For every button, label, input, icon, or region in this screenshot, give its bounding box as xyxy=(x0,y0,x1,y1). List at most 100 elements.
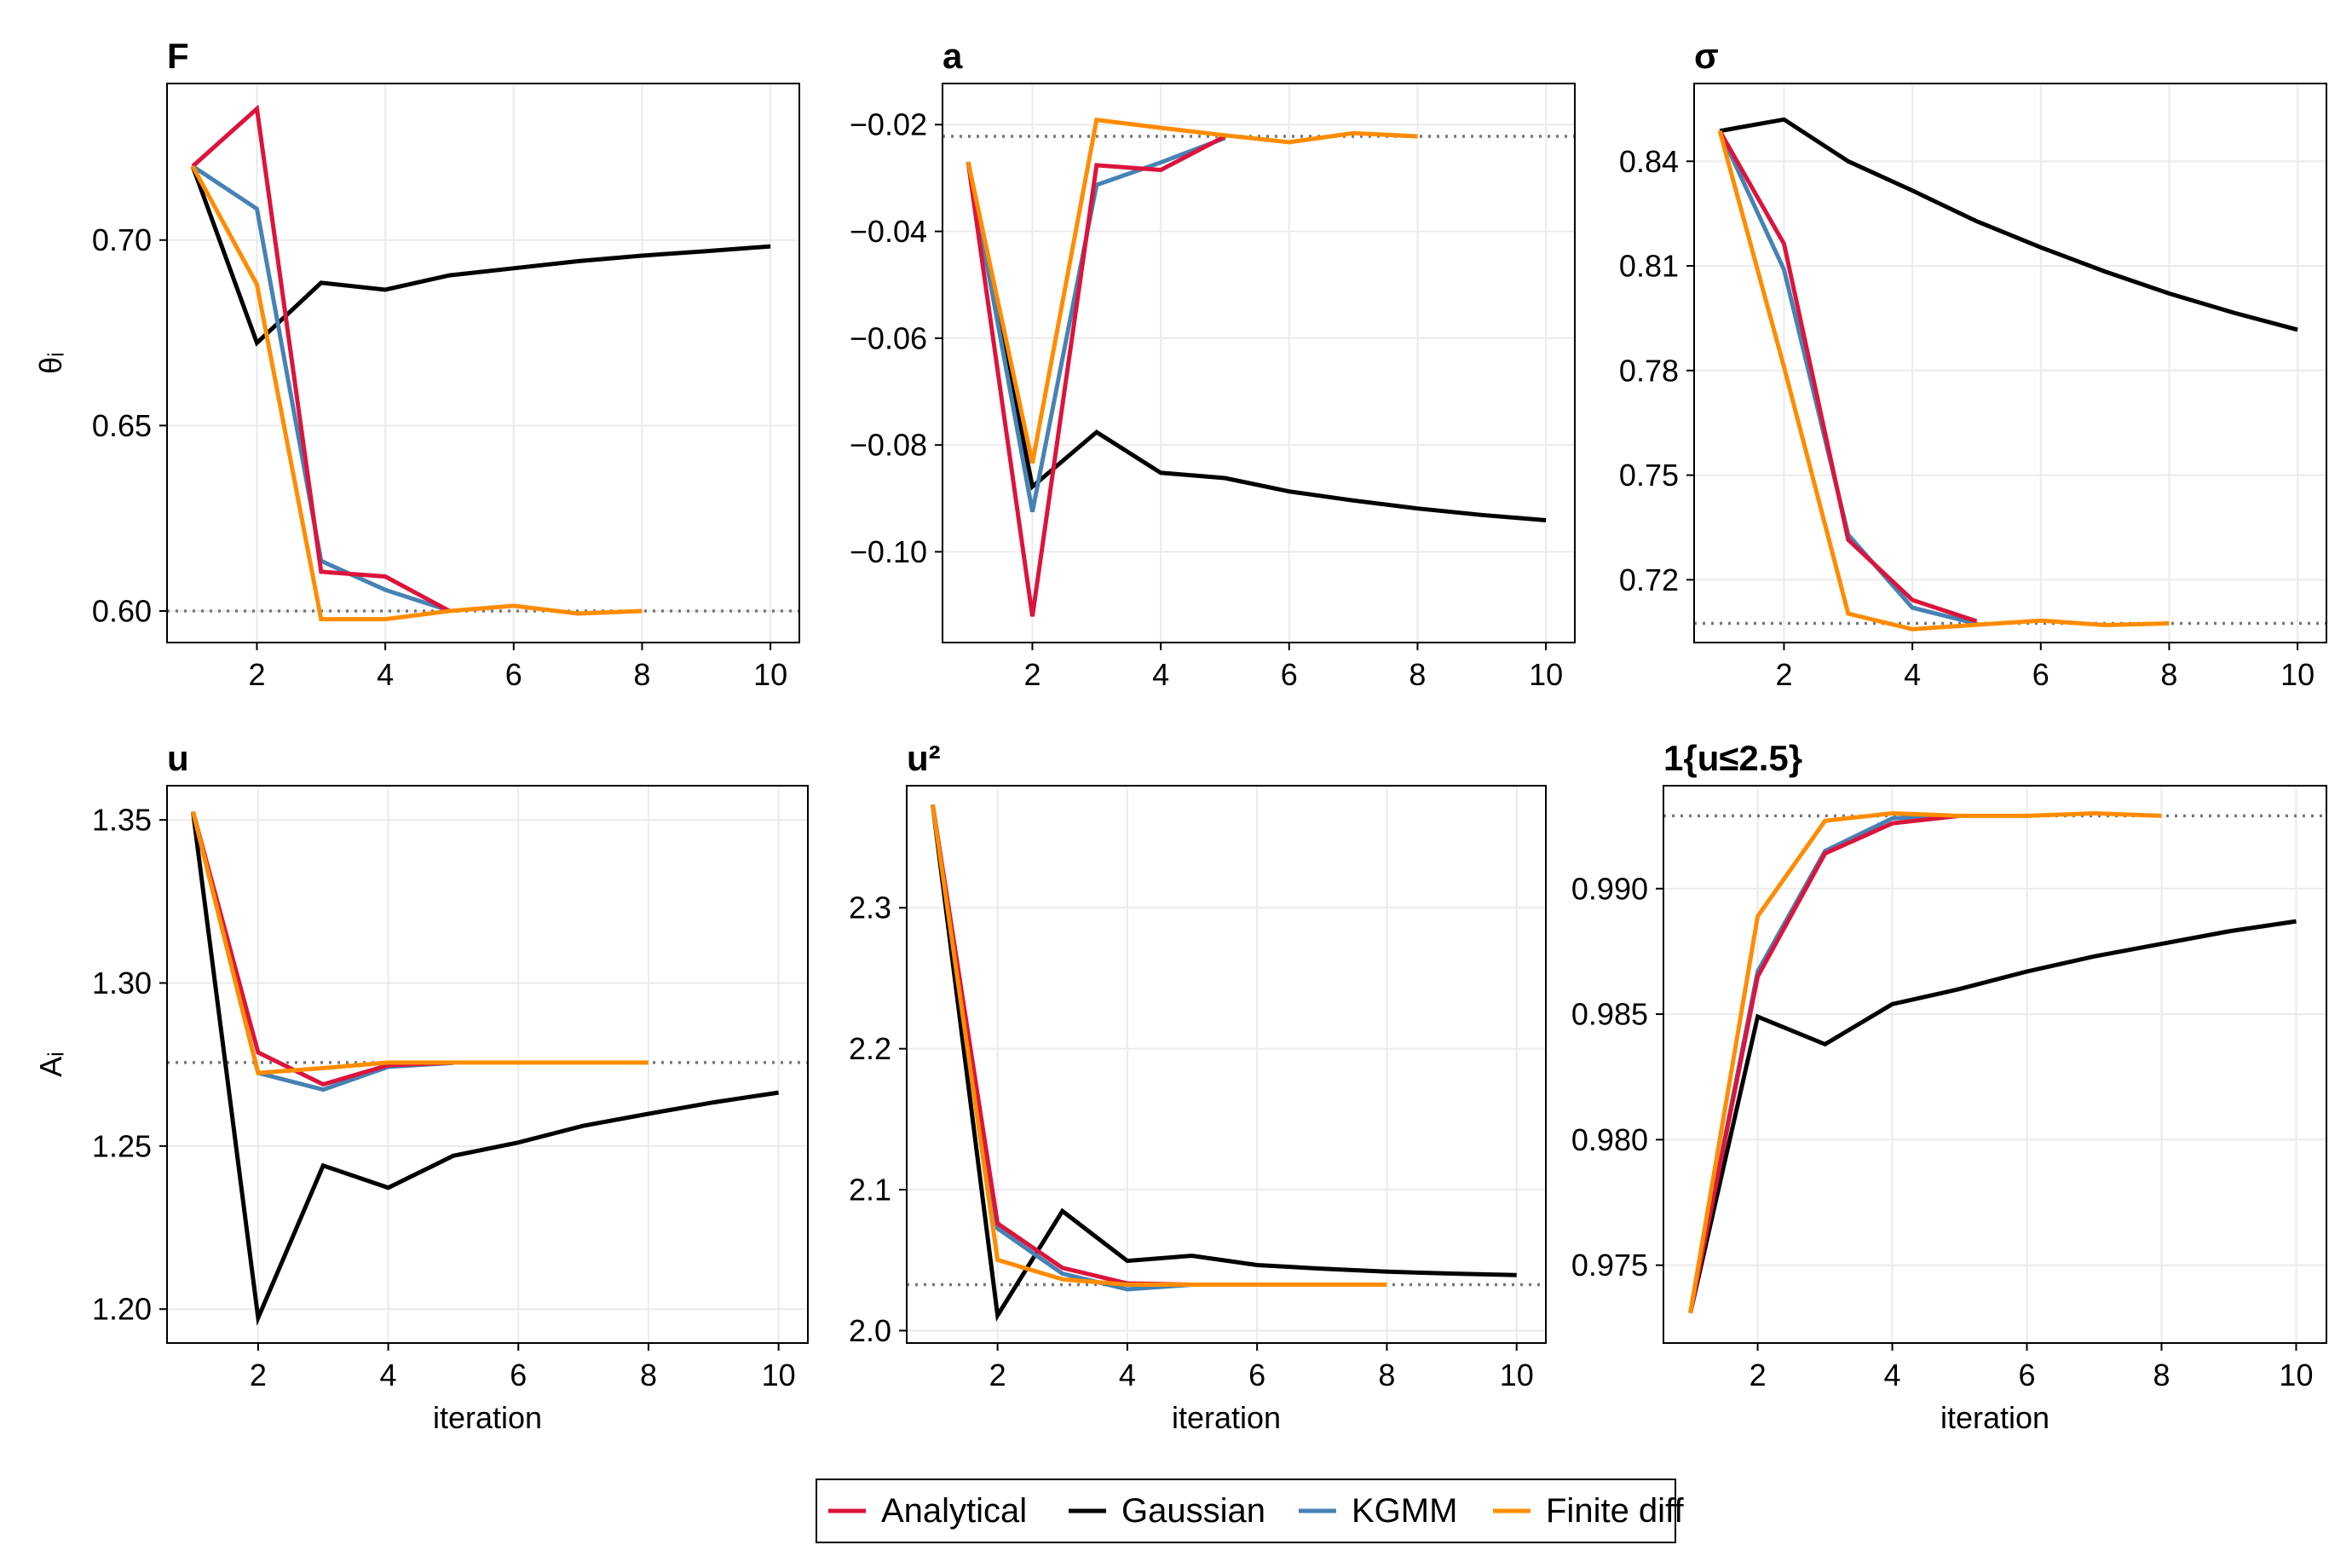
panel-2: 2 4 6 8 10 −0.10 −0.08 −0.06 −0.04 −0.02 a xyxy=(850,36,1576,692)
panel-2-ytick-label-0: −0.10 xyxy=(850,534,927,569)
panel-4-ytick-label-2: 1.30 xyxy=(92,966,152,1000)
panel-4-series-analytical xyxy=(191,810,454,1087)
panel-6-frame xyxy=(1663,785,2327,1344)
panel-5-ytick-label-1: 2.1 xyxy=(849,1173,891,1208)
panel-4: 2 4 6 8 10 1.20 1.25 1.30 1.35 u iteration Aᵢ xyxy=(33,738,809,1435)
panel-3-xtick-label-0: 2 xyxy=(1775,657,1792,692)
panel-1-ytick-label-0: 0.60 xyxy=(92,593,152,628)
panel-4-frame xyxy=(166,785,809,1344)
panel-3-series-finite-diff xyxy=(1717,130,2170,631)
panel-5-xtick-label-2: 6 xyxy=(1248,1358,1265,1392)
panel-5: 2 4 6 8 10 2.0 2.1 2.2 2.3 u² iteration xyxy=(849,738,1547,1435)
panel-1-xtick-label-3: 8 xyxy=(633,657,650,692)
panel-2-ytick-label-3: −0.04 xyxy=(850,214,927,249)
panel-6-ytick-label-2: 0.985 xyxy=(1571,997,1648,1032)
panel-2-frame xyxy=(942,83,1576,643)
panel-6: 2 4 6 8 10 0.975 0.980 0.985 0.990 1{u≤2.5} iterat… xyxy=(1571,738,2327,1435)
panel-4-xtick-label-4: 10 xyxy=(762,1358,796,1392)
panel-3-ytick-label-1: 0.75 xyxy=(1619,458,1679,493)
panel-6-ytick-label-3: 0.990 xyxy=(1571,871,1648,906)
panel-3-ytick-label-2: 0.78 xyxy=(1619,353,1679,388)
panel-3-ytick-label-4: 0.84 xyxy=(1619,144,1679,179)
legend-label-finite-diff: Finite diff xyxy=(1546,1492,1684,1530)
panel-4-series-finite-diff xyxy=(191,810,649,1075)
panel-1-title: F xyxy=(167,36,189,76)
panel-2-ytick-label-4: −0.02 xyxy=(850,107,927,142)
panel-4-xtick-label-1: 4 xyxy=(380,1358,397,1392)
panel-3: 2 4 6 8 10 0.72 0.75 0.78 0.81 0.84 σ xyxy=(1619,36,2327,692)
panel-4-ytick-label-3: 1.35 xyxy=(92,803,152,838)
panel-3-frame xyxy=(1693,83,2327,643)
panel-4-xlabel: iteration xyxy=(433,1400,542,1435)
panel-2-xtick-label-0: 2 xyxy=(1023,657,1041,692)
panel-6-series-gaussian xyxy=(1688,919,2297,1314)
panel-2-series-kgmm xyxy=(966,135,1226,512)
panel-4-xtick-label-2: 6 xyxy=(510,1358,527,1392)
panel-2-title: a xyxy=(943,36,963,76)
panel-1-ylabel: θᵢ xyxy=(33,352,68,374)
panel-3-title: σ xyxy=(1694,36,1719,76)
panel-2-xtick-label-1: 4 xyxy=(1152,657,1169,692)
legend-label-gaussian: Gaussian xyxy=(1121,1492,1265,1530)
panel-6-xtick-label-1: 4 xyxy=(1884,1358,1901,1392)
panel-4-ylabel: Aᵢ xyxy=(33,1052,68,1077)
panel-1-xtick-label-4: 10 xyxy=(753,657,787,692)
panel-6-ytick-label-1: 0.980 xyxy=(1571,1122,1648,1157)
panel-5-xtick-label-3: 8 xyxy=(1378,1358,1395,1392)
panel-1-ytick-label-1: 0.65 xyxy=(92,408,152,443)
panel-5-frame xyxy=(906,785,1547,1344)
panel-3-ytick-label-0: 0.72 xyxy=(1619,562,1679,597)
panel-5-xtick-label-4: 10 xyxy=(1500,1358,1534,1392)
legend: Analytical Gaussian KGMM Finite diff xyxy=(816,1479,1684,1543)
panel-6-series-analytical xyxy=(1688,813,1960,1314)
panel-1-frame xyxy=(166,83,800,643)
panel-5-ytick-label-2: 2.2 xyxy=(849,1031,891,1066)
panel-4-ytick-label-1: 1.25 xyxy=(92,1128,152,1163)
panel-6-xlabel: iteration xyxy=(1940,1400,2049,1435)
panel-2-ytick-label-1: −0.08 xyxy=(850,428,927,463)
panel-2-series-analytical xyxy=(966,134,1226,617)
panel-5-ytick-label-3: 2.3 xyxy=(849,891,891,925)
panel-4-xtick-label-3: 8 xyxy=(640,1358,657,1392)
panel-5-ytick-label-0: 2.0 xyxy=(849,1313,891,1348)
panel-5-xtick-label-1: 4 xyxy=(1119,1358,1136,1392)
panel-2-series-finite-diff xyxy=(966,117,1418,464)
legend-box xyxy=(816,1479,1676,1543)
panel-6-xtick-label-3: 8 xyxy=(2153,1358,2170,1392)
panel-1-xtick-label-0: 2 xyxy=(248,657,265,692)
panel-6-title: 1{u≤2.5} xyxy=(1663,738,1802,778)
panel-3-xtick-label-4: 10 xyxy=(2280,657,2315,692)
panel-5-series-finite-diff xyxy=(931,804,1387,1287)
panel-2-ytick-label-2: −0.06 xyxy=(850,320,927,355)
panel-6-series-finite-diff xyxy=(1688,810,2162,1314)
panel-3-series-analytical xyxy=(1717,130,1978,624)
panel-6-xtick-label-4: 10 xyxy=(2279,1358,2313,1392)
panel-3-xtick-label-3: 8 xyxy=(2160,657,2177,692)
panel-4-ytick-label-0: 1.20 xyxy=(92,1292,152,1327)
panel-3-series-gaussian xyxy=(1719,117,2298,332)
panel-3-ytick-label-3: 0.81 xyxy=(1619,249,1679,284)
legend-label-analytical: Analytical xyxy=(881,1492,1027,1530)
panel-2-series-gaussian xyxy=(966,161,1547,522)
panel-1-series-analytical xyxy=(191,104,451,614)
panels-layer: 2 4 6 8 10 0.60 0.65 0.70 Fθᵢ 2 4 6 8 10 −0.10 −0.08 −0.… xyxy=(33,36,2327,1435)
panel-5-series-gaussian xyxy=(931,804,1517,1322)
panel-5-xtick-label-0: 2 xyxy=(989,1358,1006,1392)
legend-label-kgmm: KGMM xyxy=(1352,1492,1457,1530)
panel-1-series-finite-diff xyxy=(190,164,643,622)
panel-3-xtick-label-1: 4 xyxy=(1904,657,1921,692)
panel-2-xtick-label-4: 10 xyxy=(1529,657,1563,692)
panel-6-xtick-label-2: 6 xyxy=(2019,1358,2036,1392)
panel-1-series-gaussian xyxy=(190,165,771,347)
panel-1-ytick-label-2: 0.70 xyxy=(92,222,152,257)
panel-1-xtick-label-2: 6 xyxy=(505,657,522,692)
panel-6-ytick-label-0: 0.975 xyxy=(1571,1248,1648,1283)
panel-3-xtick-label-2: 6 xyxy=(2032,657,2049,692)
panel-1-xtick-label-1: 4 xyxy=(377,657,394,692)
panel-2-xtick-label-2: 6 xyxy=(1281,657,1298,692)
panel-4-series-gaussian xyxy=(191,811,779,1326)
panel-5-title: u² xyxy=(907,738,941,778)
panel-1: 2 4 6 8 10 0.60 0.65 0.70 Fθᵢ xyxy=(33,36,800,692)
panel-5-xlabel: iteration xyxy=(1172,1400,1281,1435)
